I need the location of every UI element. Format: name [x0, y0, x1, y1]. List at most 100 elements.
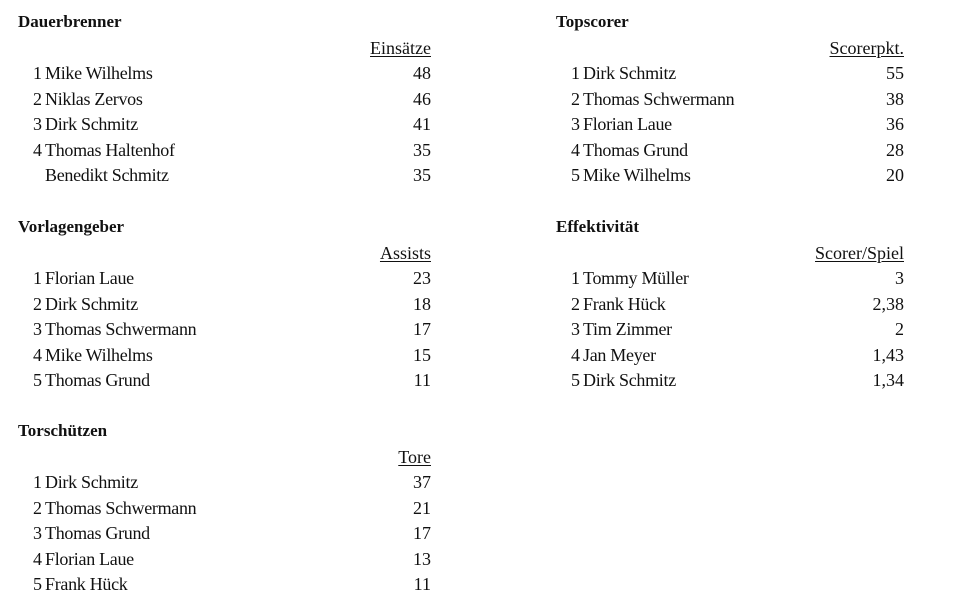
rank: 3	[33, 114, 42, 134]
rank: 3	[571, 319, 580, 339]
rank: 1	[571, 268, 580, 288]
column-header: Einsätze	[370, 37, 431, 58]
column-header: Scorerpkt.	[829, 37, 904, 58]
stat-value: 23	[413, 268, 431, 288]
stat-value: 38	[886, 88, 904, 109]
stat-value: 11	[413, 370, 431, 390]
ranking-row: 2 Dirk Schmitz 18	[18, 291, 431, 317]
ranking-row: 5 Frank Hück 11	[18, 571, 431, 597]
stat-value: 46	[413, 88, 431, 109]
ranking-row: 3 Florian Laue 36	[556, 111, 904, 137]
ranking-row: 2 Niklas Zervos 46	[18, 86, 431, 112]
ranking-row: 2 Thomas Schwermann 21	[18, 495, 431, 521]
column-header: Scorer/Spiel	[815, 242, 904, 263]
ranking-row: 3 Thomas Grund 17	[18, 520, 431, 546]
player-name: Tommy Müller	[583, 268, 689, 288]
ranking-row: 1 Dirk Schmitz 55	[556, 60, 904, 86]
player-name: Jan Meyer	[583, 344, 656, 365]
ranking-row: 4 Thomas Haltenhof 35	[18, 137, 431, 163]
player-name: Tim Zimmer	[583, 319, 672, 339]
ranking-row: 4 Florian Laue 13	[18, 546, 431, 572]
stat-value: 15	[413, 344, 431, 365]
stat-value: 17	[413, 523, 431, 543]
section-title: Effektivität	[556, 217, 640, 236]
ranking-row: 4 Thomas Grund 28	[556, 137, 904, 163]
section-title: Topscorer	[556, 12, 629, 31]
player-name: Thomas Grund	[45, 523, 150, 543]
stat-value: 36	[886, 114, 904, 134]
stat-value: 18	[413, 293, 431, 314]
section-title: Torschützen	[18, 421, 108, 440]
ranking-row: 3 Tim Zimmer 2	[556, 316, 904, 342]
rank: 4	[571, 344, 580, 365]
stat-value: 48	[413, 63, 431, 83]
player-name: Mike Wilhelms	[45, 344, 153, 365]
rank: 5	[33, 574, 42, 594]
player-name: Thomas Schwermann	[45, 497, 197, 518]
stat-value: 3	[895, 268, 904, 288]
ranking-row: 3 Dirk Schmitz 41	[18, 111, 431, 137]
stat-value: 20	[886, 165, 904, 185]
column-header: Tore	[398, 446, 431, 467]
player-name: Frank Hück	[583, 293, 666, 314]
rank: 1	[33, 63, 42, 83]
ranking-row: 3 Thomas Schwermann 17	[18, 316, 431, 342]
rank: 5	[571, 165, 580, 185]
ranking-row: 1 Florian Laue 23	[18, 265, 431, 291]
rank: 3	[33, 523, 42, 543]
player-name: Thomas Grund	[583, 139, 688, 160]
stat-value: 1,34	[872, 370, 905, 390]
stat-value: 28	[886, 139, 904, 160]
rank: 4	[33, 139, 42, 160]
player-name: Thomas Grund	[45, 370, 150, 390]
rank: 1	[33, 268, 42, 288]
column-header: Assists	[379, 242, 431, 263]
rank: 2	[33, 497, 42, 518]
player-name: Thomas Haltenhof	[45, 139, 175, 160]
rank: 2	[33, 293, 42, 314]
ranking-row: 5 Dirk Schmitz 1,34	[556, 367, 904, 393]
ranking-row: 5 Mike Wilhelms 20	[556, 162, 904, 188]
ranking-row: 4 Mike Wilhelms 15	[18, 342, 431, 368]
rank: 2	[33, 88, 42, 109]
player-name: Niklas Zervos	[45, 88, 143, 109]
rank: 1	[33, 472, 42, 492]
rank: 4	[33, 344, 42, 365]
player-name: Mike Wilhelms	[45, 63, 153, 83]
stat-value: 2	[895, 319, 904, 339]
ranking-row: 4 Jan Meyer 1,43	[556, 342, 904, 368]
section-title: Vorlagengeber	[18, 217, 125, 236]
player-name: Thomas Schwermann	[45, 319, 197, 339]
ranking-row: 1 Dirk Schmitz 37	[18, 469, 431, 495]
ranking-row: 5 Thomas Grund 11	[18, 367, 431, 393]
stat-value: 35	[413, 165, 431, 185]
player-name: Dirk Schmitz	[45, 472, 138, 492]
rank: 2	[571, 88, 580, 109]
player-name: Florian Laue	[45, 548, 134, 569]
section-title: Dauerbrenner	[18, 12, 122, 31]
rank: 4	[33, 548, 42, 569]
rank: 5	[571, 370, 580, 390]
ranking-row: 1 Mike Wilhelms 48	[18, 60, 431, 86]
player-name: Frank Hück	[45, 574, 128, 594]
stat-value: 13	[413, 548, 431, 569]
stat-value: 35	[413, 139, 431, 160]
stat-value: 21	[413, 497, 431, 518]
player-name: Benedikt Schmitz	[45, 165, 169, 185]
player-name: Thomas Schwermann	[583, 88, 735, 109]
rank: 4	[571, 139, 580, 160]
ranking-row: 2 Thomas Schwermann 38	[556, 86, 904, 112]
player-name: Mike Wilhelms	[583, 165, 691, 185]
rank: 2	[571, 293, 580, 314]
player-name: Dirk Schmitz	[45, 293, 138, 314]
stat-value: 17	[413, 319, 431, 339]
rank: 5	[33, 370, 42, 390]
stat-value: 55	[886, 63, 904, 83]
player-name: Florian Laue	[583, 114, 672, 134]
stat-value: 2,38	[872, 293, 905, 314]
ranking-row: 2 Frank Hück 2,38	[556, 291, 904, 317]
stat-value: 37	[413, 472, 431, 492]
stat-value: 41	[413, 114, 431, 134]
stat-value: 1,43	[872, 344, 905, 365]
ranking-row: 1 Tommy Müller 3	[556, 265, 904, 291]
